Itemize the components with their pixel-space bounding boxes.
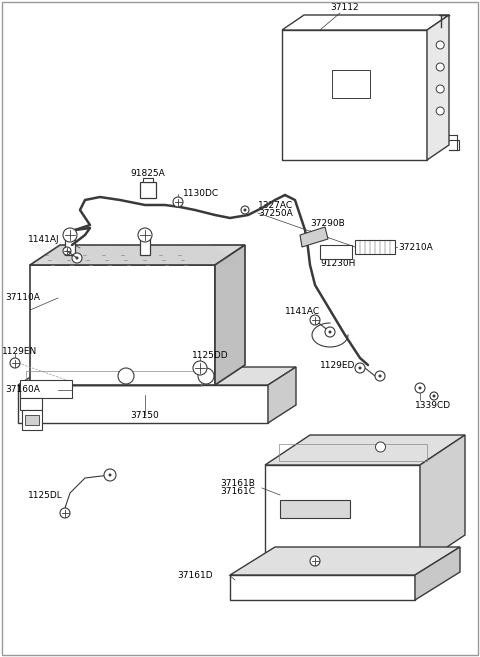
- Bar: [282, 30, 427, 160]
- Bar: [25, 415, 39, 425]
- Circle shape: [72, 253, 82, 263]
- Circle shape: [355, 363, 365, 373]
- Circle shape: [173, 197, 183, 207]
- Circle shape: [10, 358, 20, 368]
- Text: 37160A: 37160A: [5, 386, 40, 394]
- Bar: [140, 237, 150, 255]
- Bar: [22, 410, 42, 430]
- Text: 1129ED: 1129ED: [320, 361, 355, 369]
- Circle shape: [63, 228, 77, 242]
- Bar: [332, 70, 370, 98]
- Circle shape: [198, 368, 214, 384]
- Text: 37112: 37112: [330, 3, 359, 12]
- Bar: [18, 385, 268, 423]
- Bar: [65, 237, 75, 255]
- Circle shape: [60, 508, 70, 518]
- Text: 1130DC: 1130DC: [183, 189, 219, 198]
- Text: 37210A: 37210A: [398, 242, 433, 252]
- Bar: [280, 500, 350, 518]
- Text: 1339CD: 1339CD: [415, 401, 451, 409]
- Bar: [140, 182, 156, 198]
- Circle shape: [118, 368, 134, 384]
- Circle shape: [138, 228, 152, 242]
- Circle shape: [63, 247, 71, 255]
- Circle shape: [415, 383, 425, 393]
- Text: 37161C: 37161C: [220, 487, 255, 497]
- Text: 91825A: 91825A: [131, 170, 166, 179]
- Polygon shape: [265, 435, 465, 465]
- Text: 37250A: 37250A: [258, 208, 293, 217]
- Circle shape: [432, 394, 435, 397]
- Polygon shape: [30, 245, 245, 265]
- Polygon shape: [268, 367, 296, 423]
- Polygon shape: [300, 227, 328, 247]
- Circle shape: [243, 208, 247, 212]
- Circle shape: [328, 330, 332, 334]
- Bar: [355, 240, 395, 254]
- Polygon shape: [427, 15, 449, 160]
- Text: 37161D: 37161D: [177, 570, 213, 579]
- Bar: [20, 380, 72, 398]
- Circle shape: [375, 371, 385, 381]
- Circle shape: [419, 386, 421, 390]
- Polygon shape: [420, 435, 465, 565]
- Bar: [26, 371, 202, 386]
- Bar: [30, 265, 215, 385]
- Text: 37290B: 37290B: [310, 219, 345, 229]
- Polygon shape: [215, 245, 245, 385]
- Circle shape: [193, 361, 207, 375]
- Polygon shape: [18, 367, 296, 385]
- Text: 1327AC: 1327AC: [258, 200, 293, 210]
- Polygon shape: [415, 547, 460, 600]
- Circle shape: [104, 469, 116, 481]
- Circle shape: [379, 374, 382, 378]
- Text: 37110A: 37110A: [5, 294, 40, 302]
- Polygon shape: [230, 547, 460, 575]
- Circle shape: [310, 315, 320, 325]
- Bar: [20, 398, 42, 410]
- Circle shape: [359, 367, 361, 369]
- Circle shape: [325, 327, 335, 337]
- Bar: [265, 465, 420, 565]
- Bar: [320, 245, 352, 259]
- Circle shape: [436, 107, 444, 115]
- Bar: [278, 444, 427, 461]
- Text: 37150: 37150: [130, 411, 159, 420]
- Text: 1125DL: 1125DL: [28, 491, 63, 499]
- Text: 1141AJ: 1141AJ: [28, 235, 60, 244]
- Circle shape: [310, 556, 320, 566]
- Polygon shape: [282, 15, 449, 30]
- Circle shape: [436, 85, 444, 93]
- Circle shape: [375, 442, 385, 452]
- Bar: [143, 178, 153, 182]
- Circle shape: [241, 206, 249, 214]
- Circle shape: [75, 256, 79, 260]
- Text: 91230H: 91230H: [320, 258, 355, 267]
- Text: 1129EN: 1129EN: [2, 348, 37, 357]
- Circle shape: [436, 41, 444, 49]
- Circle shape: [108, 474, 111, 476]
- Text: 1125DD: 1125DD: [192, 350, 228, 359]
- Circle shape: [436, 63, 444, 71]
- Bar: [230, 575, 415, 600]
- Text: 1141AC: 1141AC: [285, 307, 320, 317]
- Circle shape: [430, 392, 438, 400]
- Text: 37161B: 37161B: [220, 478, 255, 487]
